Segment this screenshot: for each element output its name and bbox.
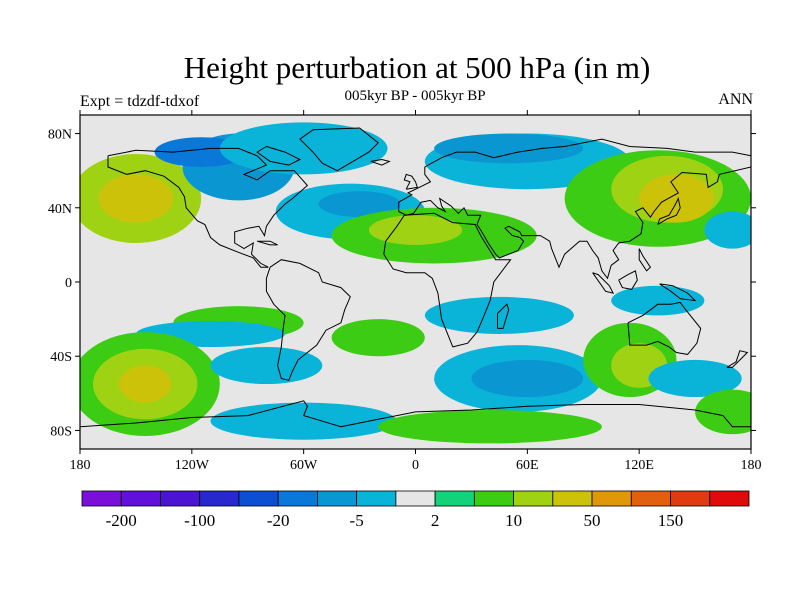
coastline-africa	[383, 212, 512, 348]
x-tick-label-1: 120W	[175, 458, 210, 473]
contour-blob-10	[434, 133, 584, 164]
colorbar-label-4: 2	[431, 511, 440, 530]
y-tick-label-4: 80S	[50, 424, 72, 439]
coastline-south-america	[265, 259, 351, 381]
coastlines	[80, 127, 751, 428]
colorbar-box-10	[473, 490, 514, 507]
colorbar-box-2	[160, 490, 201, 507]
colorbar-box-3	[199, 490, 240, 507]
x-tick-label-3: 0	[412, 458, 419, 473]
colorbar-box-14	[630, 490, 671, 507]
coastline-new-zealand	[726, 350, 749, 368]
x-tick-label-2: 60W	[290, 458, 318, 473]
coastline-new-guinea	[659, 283, 697, 302]
contour-blob-14	[704, 211, 751, 249]
x-tick-label-4: 60E	[516, 458, 539, 473]
coastline-borneo	[618, 270, 638, 290]
coastline-uk	[403, 173, 419, 190]
coastline-eurasia	[398, 138, 751, 280]
contour-blob-25	[471, 359, 584, 398]
x-tick-label-0: 180	[70, 458, 91, 473]
colorbar-box-6	[317, 490, 358, 507]
contour-blob-1	[98, 174, 174, 223]
coastline-north-america	[107, 147, 309, 268]
colorbar-box-13	[591, 490, 632, 507]
colorbar-box-12	[552, 490, 593, 507]
coastline-australia	[627, 301, 702, 355]
colorbar-box-4	[238, 490, 279, 507]
contour-blob-22	[210, 346, 323, 385]
season-label: ANN	[718, 91, 753, 108]
colorbar-box-5	[277, 490, 318, 507]
colorbar-label-5: 10	[505, 511, 522, 530]
coastline-antarctica	[80, 400, 751, 428]
y-tick-label-0: 80N	[48, 128, 72, 143]
x-tick-label-6: 180	[741, 458, 762, 473]
experiment-label: Expt = tdzdf-tdxof	[80, 93, 200, 110]
colorbar-box-11	[513, 490, 554, 507]
colorbar-label-3: -5	[350, 511, 364, 530]
colorbar-label-0: -200	[106, 511, 137, 530]
colorbar-label-7: 150	[658, 511, 684, 530]
contour-blob-17	[424, 296, 574, 334]
coastline-philippines	[638, 248, 652, 272]
colorbar-box-8	[395, 490, 436, 507]
contour-blob-23	[331, 319, 425, 357]
coastline-cuba	[256, 240, 278, 246]
contour-blob-21	[119, 365, 172, 403]
contour-blob-13	[639, 174, 714, 223]
contour-blob-29	[210, 402, 397, 440]
colorbar-box-15	[670, 490, 711, 507]
chart-subtitle: 005kyr BP - 005kyr BP	[344, 88, 486, 104]
contour-blob-6	[318, 191, 401, 218]
x-axis-ticks: 180 120W 60W 0 60E 120E 180	[70, 110, 762, 473]
coastline-greenland	[299, 127, 379, 172]
contour-blob-31	[695, 389, 751, 435]
x-tick-label-5: 120E	[624, 458, 654, 473]
contour-blob-8	[368, 215, 463, 245]
y-axis-ticks: 80N 40N 0 40S 80S	[48, 128, 756, 439]
coastline-iceland	[370, 158, 391, 166]
coastline-madagascar	[497, 303, 510, 329]
chart-title: Height perturbation at 500 hPa (in m)	[183, 50, 651, 85]
contour-blob-18	[611, 285, 705, 316]
colorbar-box-1	[120, 490, 161, 507]
contour-blob-30	[378, 410, 602, 444]
coastline-japan	[657, 196, 681, 225]
coastline-sumatra	[592, 272, 615, 294]
y-tick-label-2: 0	[65, 276, 72, 291]
colorbar-box-16	[709, 490, 750, 507]
contour-blob-4	[219, 122, 388, 175]
coastline-baffin	[256, 146, 302, 166]
colorbar-label-2: -20	[267, 511, 290, 530]
map-area	[79, 114, 752, 450]
contour-blob-28	[648, 359, 742, 398]
colorbar-box-7	[356, 490, 397, 507]
colorbar-box-9	[434, 490, 475, 507]
y-tick-label-1: 40N	[48, 202, 72, 217]
colorbar-label-1: -100	[184, 511, 215, 530]
colorbar-label-6: 50	[584, 511, 601, 530]
y-tick-label-3: 40S	[50, 350, 72, 365]
colorbar-box-0	[81, 490, 122, 507]
colorbar: -200 -100 -20 -5 2 10 50 150	[81, 490, 750, 530]
